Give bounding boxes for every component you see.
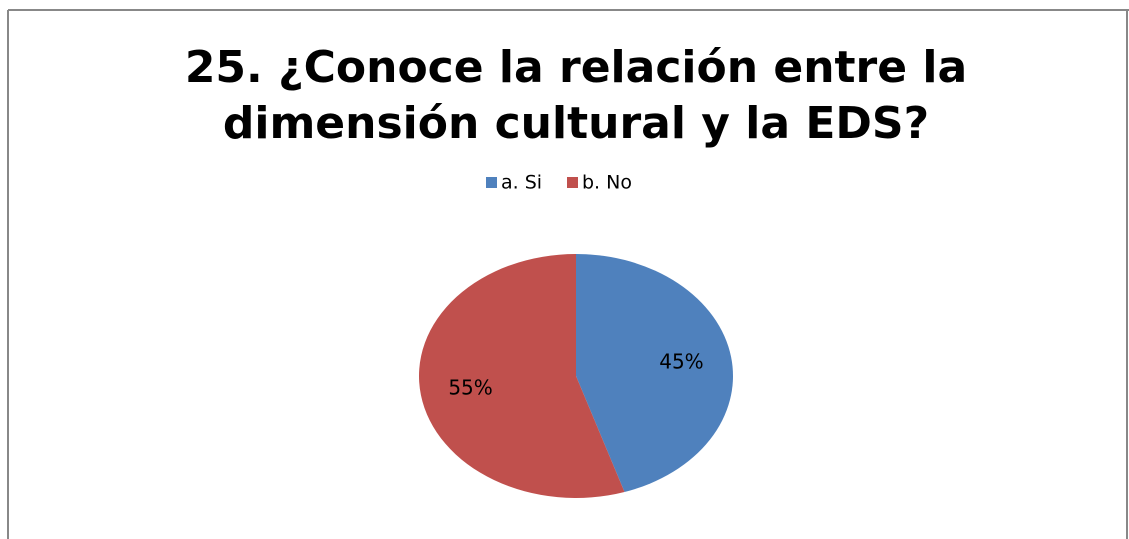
data-label: 55% [448, 375, 492, 399]
pie-slice [418, 254, 625, 499]
legend-swatch [567, 177, 578, 188]
legend-label: a. Si [501, 172, 542, 194]
legend-swatch [486, 177, 497, 188]
data-label: 45% [659, 350, 703, 374]
pie-slice [576, 254, 733, 493]
chart-title: 25. ¿Conoce la relación entre la dimensi… [184, 42, 968, 149]
legend-label: b. No [582, 172, 632, 194]
